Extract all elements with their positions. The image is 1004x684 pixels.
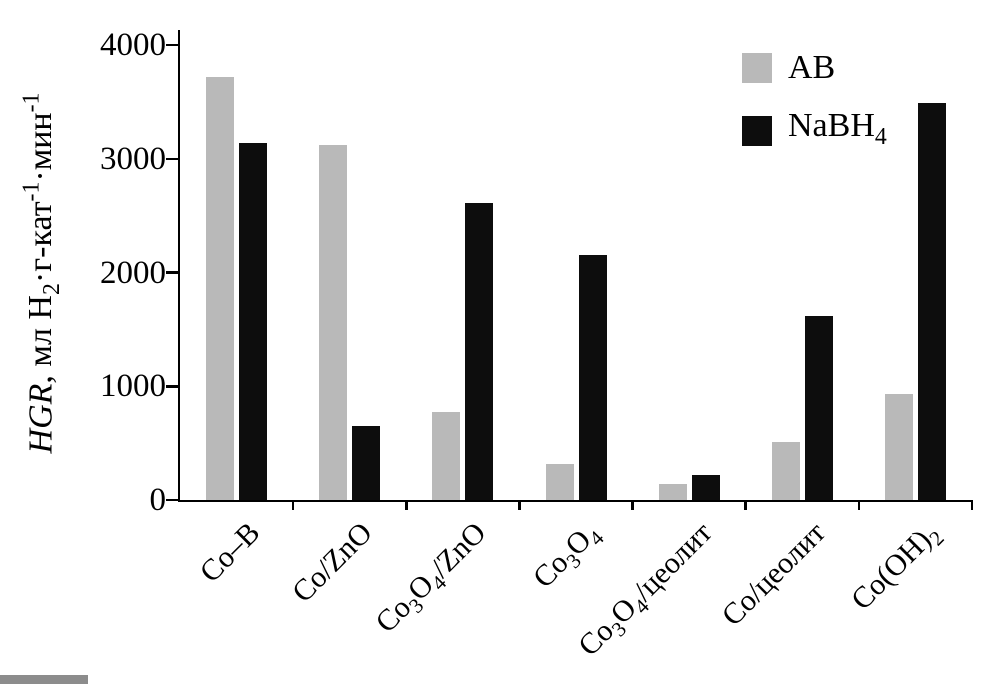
y-tick (166, 271, 178, 274)
bar-ab-3 (545, 463, 574, 500)
y-axis-title-italic: HGR (22, 383, 60, 454)
bar-nabh4-1 (352, 426, 381, 500)
x-tick (518, 500, 521, 510)
x-category-label: Co3O4 (527, 523, 609, 595)
bar-nabh4-4 (691, 474, 720, 500)
bar-ab-2 (432, 412, 461, 500)
x-tick (631, 500, 634, 510)
x-category-label: Co–B (193, 516, 266, 589)
y-tick-label: 0 (149, 482, 167, 518)
y-tick (166, 498, 178, 502)
bar-ab-4 (658, 484, 687, 500)
legend-item-ab: AB (742, 48, 887, 88)
x-tick (405, 500, 408, 510)
bar-nabh4-6 (917, 103, 946, 500)
x-tick (857, 500, 861, 510)
bar-ab-1 (319, 145, 348, 500)
legend: AB NaBH4 (742, 48, 887, 175)
legend-label-ab: AB (788, 49, 836, 86)
x-category-label: Co(OH)2 (844, 523, 949, 617)
bar-ab-6 (884, 394, 913, 500)
x-tick (744, 500, 747, 510)
bar-ab-0 (206, 76, 235, 500)
plot-area (166, 30, 974, 510)
cropped-artifact (0, 675, 88, 684)
y-axis-title-units: , мл H2·г-кат-1·мин-1 (19, 92, 66, 384)
y-tick (166, 157, 178, 160)
bar-nabh4-2 (465, 203, 494, 500)
bar-ab-5 (771, 442, 800, 500)
x-category-label: Co3O4/ZnO (369, 516, 493, 640)
y-tick (166, 385, 178, 388)
bar-nabh4-0 (239, 142, 268, 500)
legend-swatch-ab (742, 53, 772, 83)
y-tick-label: 4000 (100, 27, 166, 63)
bar-nabh4-5 (804, 315, 833, 500)
legend-item-nabh4: NaBH4 (742, 106, 887, 157)
x-tick (291, 500, 295, 510)
legend-swatch-nabh4 (742, 116, 772, 147)
y-tick (166, 43, 178, 47)
y-axis-title: HGR, мл H2·г-кат-1·мин-1 (9, 13, 65, 533)
y-tick-label: 1000 (100, 368, 166, 405)
x-category-label: Co/ZnO (286, 516, 380, 609)
y-tick-label: 2000 (100, 254, 166, 291)
y-tick-label: 3000 (100, 140, 166, 177)
legend-label-nabh4: NaBH4 (788, 107, 887, 150)
bar-nabh4-3 (578, 255, 607, 500)
x-category-label: Co/цеолит (715, 516, 832, 633)
x-tick (970, 500, 974, 510)
